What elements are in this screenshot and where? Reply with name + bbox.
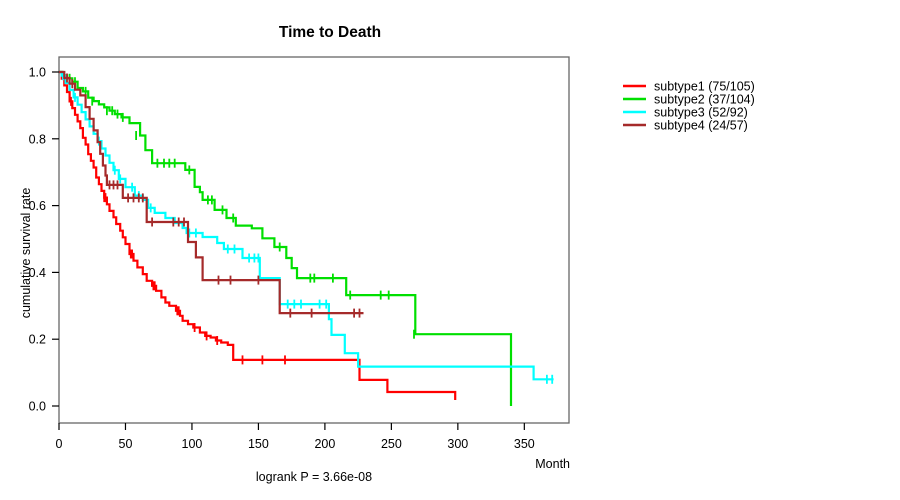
y-axis-tick-label: 0.4 [29, 266, 46, 280]
y-axis-tick-label: 1.0 [29, 66, 46, 80]
survival-curves [59, 70, 554, 406]
x-axis-tick-label: 300 [447, 437, 468, 451]
legend-label: subtype2 (37/104) [654, 93, 755, 107]
x-axis-tick-label: 100 [182, 437, 203, 451]
survival-curve [59, 70, 364, 315]
y-axis-tick-label: 0.0 [29, 400, 46, 414]
x-axis-label: Month [535, 457, 570, 471]
survival-curve-group-4 [59, 70, 364, 318]
legend-label: subtype3 (52/92) [654, 106, 748, 120]
legend-item-3: subtype3 (52/92) [623, 106, 748, 120]
x-axis-tick-label: 350 [514, 437, 535, 451]
legend-item-4: subtype4 (24/57) [623, 119, 748, 133]
survival-curve [59, 70, 457, 400]
plot-box [58, 56, 570, 424]
survival-curve-group-1 [59, 70, 457, 400]
legend-item-2: subtype2 (37/104) [623, 93, 755, 107]
y-axis-tick-label: 0.8 [29, 132, 46, 146]
legend-item-1: subtype1 (75/105) [623, 80, 755, 94]
x-axis-tick-label: 50 [119, 437, 133, 451]
x-axis-tick-label: 150 [248, 437, 269, 451]
legend-label: subtype1 (75/105) [654, 80, 755, 94]
x-axis-tick-label: 250 [381, 437, 402, 451]
x-axis-tick-label: 0 [56, 437, 63, 451]
x-axis-tick-label: 200 [314, 437, 335, 451]
axes: 0 50 100 150 200 250 300 350 0.0 0.2 0.4 0.6 0.8 1.0 [29, 66, 535, 452]
y-axis-label: cumulative survival rate [19, 188, 33, 319]
y-axis-tick-label: 0.2 [29, 333, 46, 347]
chart-title: Time to Death [279, 24, 381, 41]
survival-curve-group-3 [59, 70, 554, 384]
legend-label: subtype4 (24/57) [654, 119, 748, 133]
logrank-annotation: logrank P = 3.66e-08 [256, 470, 372, 484]
survival-curve-group-2 [59, 70, 513, 406]
y-axis-tick-label: 0.6 [29, 199, 46, 213]
legend: subtype1 (75/105)subtype2 (37/104)subtyp… [623, 80, 755, 133]
